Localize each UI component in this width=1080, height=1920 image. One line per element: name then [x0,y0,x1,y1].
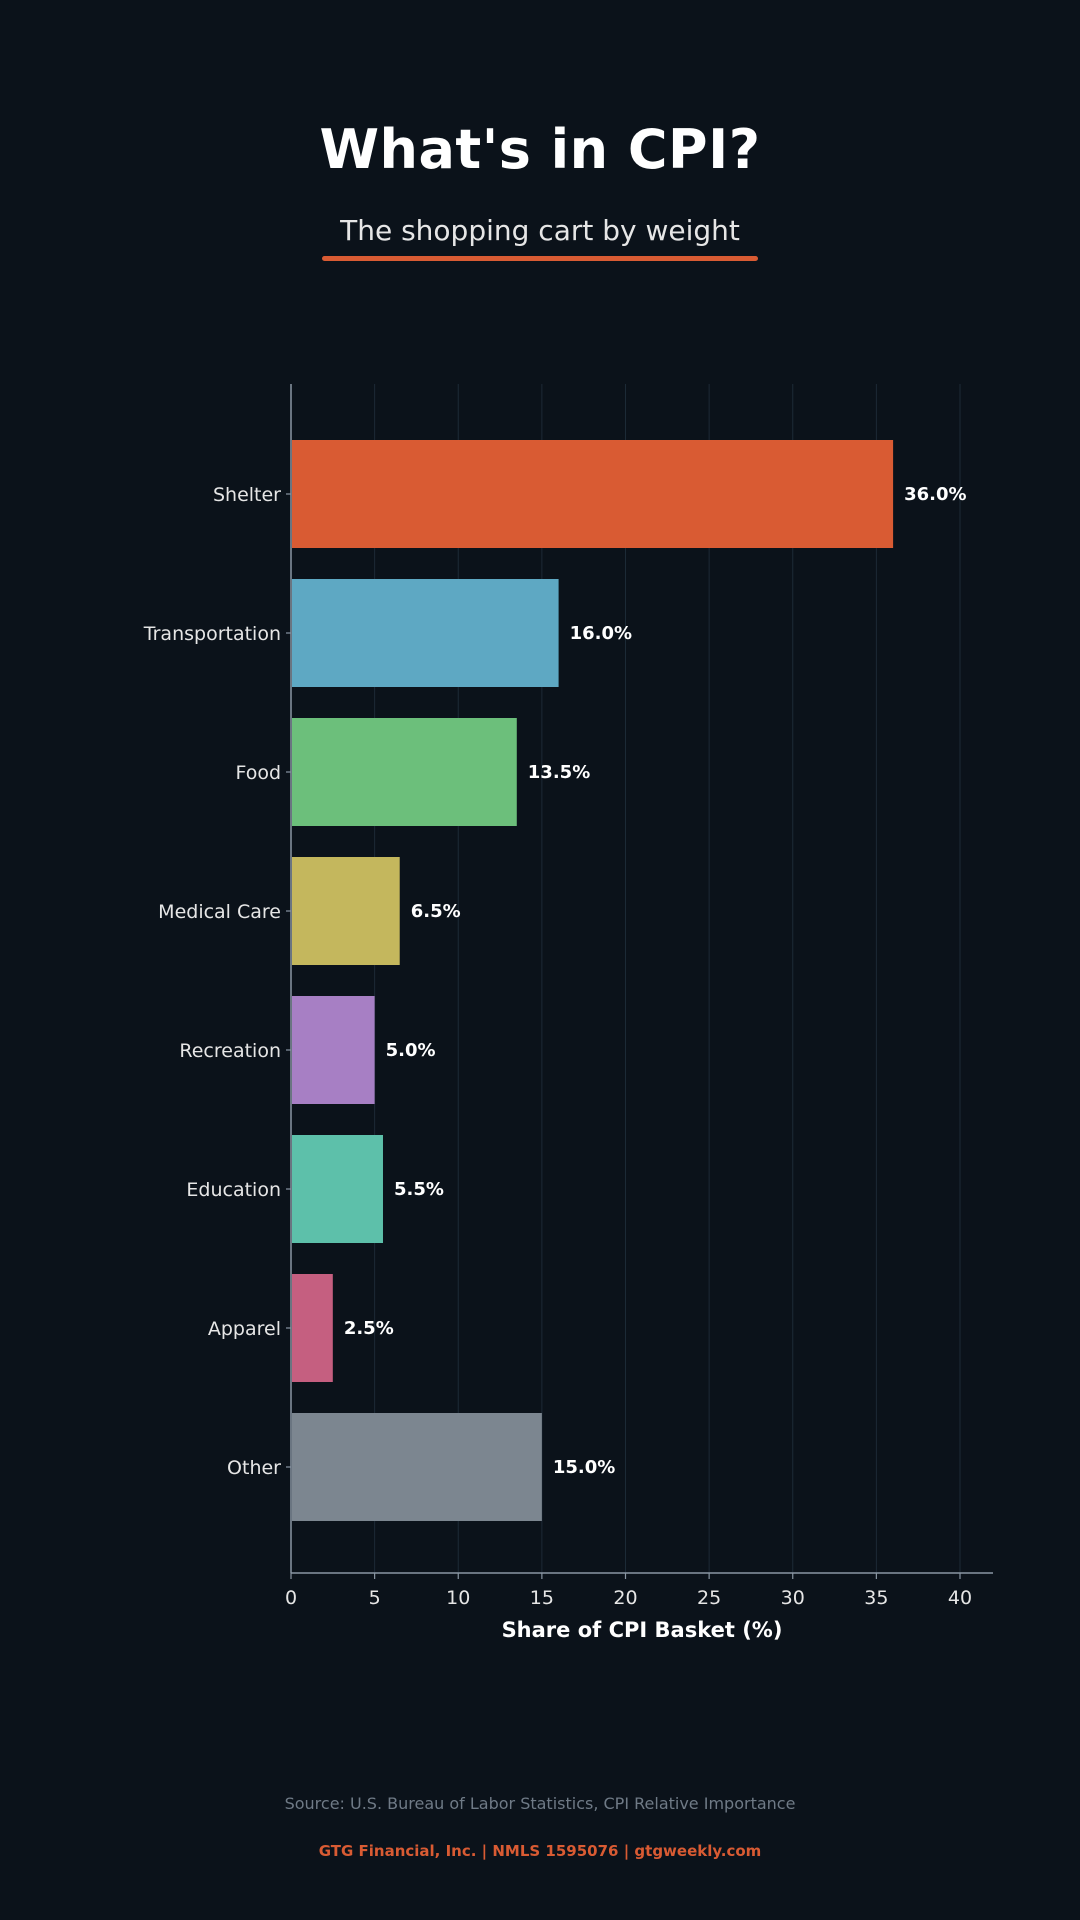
bar-other [292,1413,542,1521]
category-label: Transportation [143,623,281,645]
category-label: Food [235,762,281,784]
category-label: Medical Care [158,901,281,923]
x-tick-label: 25 [697,1587,721,1609]
bar-recreation [292,996,375,1104]
bar-apparel [292,1274,333,1382]
value-label: 15.0% [553,1457,615,1478]
value-label: 5.5% [394,1179,444,1200]
footer-credit: GTG Financial, Inc. | NMLS 1595076 | gtg… [318,1842,762,1860]
value-label: 6.5% [411,901,461,922]
x-tick-label: 35 [864,1587,888,1609]
x-tick-label: 5 [369,1587,381,1609]
bar-transportation [292,579,559,687]
category-label: Recreation [179,1040,281,1062]
category-label: Shelter [213,484,281,506]
chart-subtitle: The shopping cart by weight [340,214,740,247]
category-label: Education [186,1179,281,1201]
bar-chart: Shelter 36.0% Transportation 16.0% Food 13.5%… [143,384,993,1642]
x-tick-label: 20 [613,1587,637,1609]
bar-education [292,1135,383,1243]
value-label: 5.0% [386,1040,436,1061]
bar-medical-care [292,857,400,965]
subtitle-underline [322,256,758,261]
source-note: Source: U.S. Bureau of Labor Statistics,… [284,1794,796,1813]
x-tick-label: 40 [948,1587,972,1609]
category-label: Apparel [208,1318,281,1340]
x-tick-label: 30 [781,1587,805,1609]
value-label: 2.5% [344,1318,394,1339]
category-label: Other [227,1457,281,1479]
value-label: 13.5% [528,762,590,783]
x-tick-label: 15 [530,1587,554,1609]
bar-food [292,718,517,826]
x-tick-label: 0 [285,1587,297,1609]
x-tick-label: 10 [446,1587,470,1609]
bar-shelter [292,440,894,548]
value-label: 16.0% [570,623,632,644]
value-label: 36.0% [904,484,966,505]
x-axis-title: Share of CPI Basket (%) [502,1618,783,1642]
chart-title: What's in CPI? [319,118,761,181]
